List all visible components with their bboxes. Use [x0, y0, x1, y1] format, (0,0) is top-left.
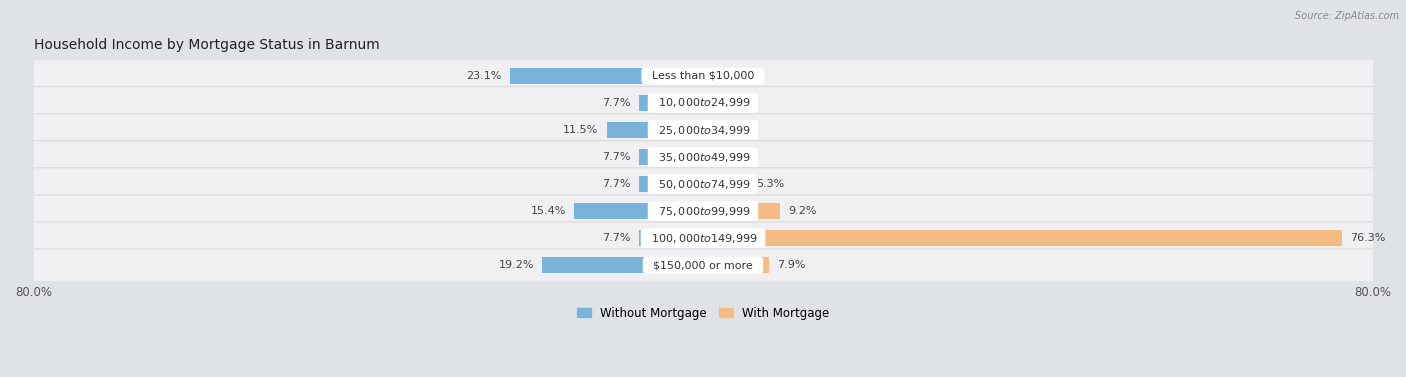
Bar [638, 149, 703, 165]
FancyBboxPatch shape [15, 141, 1391, 173]
Text: 7.9%: 7.9% [778, 260, 806, 270]
Bar [703, 176, 748, 192]
Text: $100,000 to $149,999: $100,000 to $149,999 [644, 231, 762, 245]
Text: $150,000 or more: $150,000 or more [647, 260, 759, 270]
Text: 1.3%: 1.3% [723, 125, 751, 135]
Text: 0.0%: 0.0% [711, 152, 740, 162]
Text: 76.3%: 76.3% [1350, 233, 1385, 243]
Text: 5.3%: 5.3% [755, 179, 785, 189]
Bar [638, 230, 703, 246]
FancyBboxPatch shape [15, 249, 1391, 281]
Legend: Without Mortgage, With Mortgage: Without Mortgage, With Mortgage [572, 302, 834, 324]
FancyBboxPatch shape [15, 60, 1391, 92]
Text: Source: ZipAtlas.com: Source: ZipAtlas.com [1295, 11, 1399, 21]
FancyBboxPatch shape [15, 195, 1391, 227]
Bar [543, 257, 703, 273]
Bar [703, 122, 714, 138]
Bar [574, 203, 703, 219]
Bar [703, 257, 769, 273]
Text: $35,000 to $49,999: $35,000 to $49,999 [651, 150, 755, 164]
Bar [638, 95, 703, 111]
Text: $75,000 to $99,999: $75,000 to $99,999 [651, 205, 755, 218]
Text: Household Income by Mortgage Status in Barnum: Household Income by Mortgage Status in B… [34, 38, 380, 52]
FancyBboxPatch shape [15, 168, 1391, 200]
Bar [703, 230, 1341, 246]
Text: $50,000 to $74,999: $50,000 to $74,999 [651, 178, 755, 191]
Bar [607, 122, 703, 138]
Text: 9.2%: 9.2% [789, 206, 817, 216]
Text: $10,000 to $24,999: $10,000 to $24,999 [651, 97, 755, 109]
FancyBboxPatch shape [15, 222, 1391, 254]
Text: 11.5%: 11.5% [564, 125, 599, 135]
Text: 7.7%: 7.7% [602, 98, 630, 108]
Text: $25,000 to $34,999: $25,000 to $34,999 [651, 124, 755, 136]
Text: 15.4%: 15.4% [530, 206, 565, 216]
Bar [703, 203, 780, 219]
Text: 19.2%: 19.2% [499, 260, 534, 270]
Text: 0.0%: 0.0% [711, 98, 740, 108]
FancyBboxPatch shape [15, 114, 1391, 146]
Bar [638, 176, 703, 192]
Text: 0.0%: 0.0% [711, 71, 740, 81]
Text: Less than $10,000: Less than $10,000 [645, 71, 761, 81]
Text: 7.7%: 7.7% [602, 152, 630, 162]
Text: 7.7%: 7.7% [602, 179, 630, 189]
Text: 23.1%: 23.1% [465, 71, 502, 81]
Bar [510, 68, 703, 84]
Text: 7.7%: 7.7% [602, 233, 630, 243]
FancyBboxPatch shape [15, 87, 1391, 119]
